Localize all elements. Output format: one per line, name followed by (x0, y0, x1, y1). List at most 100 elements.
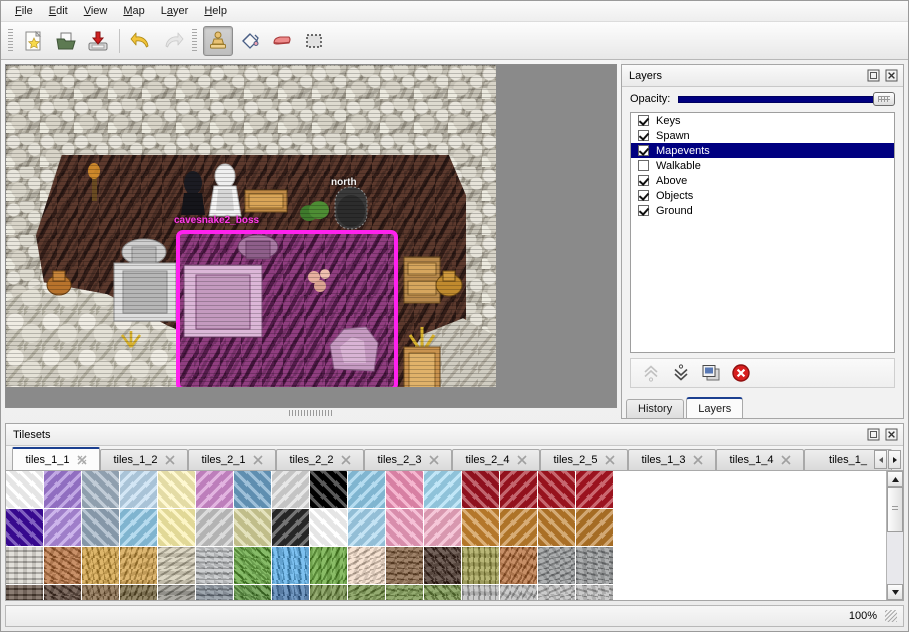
tileset-tile[interactable] (44, 471, 82, 509)
tileset-vertical-scrollbar[interactable] (886, 471, 903, 600)
scrollbar-thumb[interactable] (887, 487, 903, 532)
scroll-tabs-right-button[interactable] (888, 450, 901, 469)
tileset-tile[interactable] (576, 547, 614, 585)
tileset-tile[interactable] (348, 471, 386, 509)
close-tab-icon[interactable] (76, 454, 87, 465)
tileset-tile[interactable] (158, 547, 196, 585)
tileset-tab-tiles_1_5[interactable]: tiles_1_ (804, 449, 892, 470)
tileset-tile[interactable] (6, 509, 44, 547)
tileset-tile[interactable] (120, 509, 158, 547)
tileset-tile[interactable] (348, 547, 386, 585)
tileset-tile[interactable] (82, 509, 120, 547)
tileset-tab-tiles_1_4[interactable]: tiles_1_4 (716, 449, 804, 470)
tileset-tile[interactable] (272, 547, 310, 585)
toolbar-grip[interactable] (7, 28, 14, 53)
layer-visibility-checkbox[interactable] (638, 130, 649, 141)
layer-row-spawn[interactable]: Spawn (631, 128, 894, 143)
tileset-tile[interactable] (462, 585, 500, 600)
tileset-tile[interactable] (538, 585, 576, 600)
layer-row-mapevents[interactable]: Mapevents (631, 143, 894, 158)
tileset-tile[interactable] (462, 509, 500, 547)
close-tab-icon[interactable] (516, 455, 527, 465)
layer-list[interactable]: Keys Spawn Mapevents Walkable (630, 112, 895, 353)
tileset-tile[interactable] (158, 471, 196, 509)
undo-button[interactable] (126, 26, 156, 56)
tileset-tile[interactable] (82, 585, 120, 600)
resize-grip-icon[interactable] (885, 610, 897, 622)
tileset-tile[interactable] (576, 471, 614, 509)
tileset-tile[interactable] (500, 509, 538, 547)
stamp-tool-button[interactable] (203, 25, 233, 56)
layer-visibility-checkbox[interactable] (638, 160, 649, 171)
tileset-tile[interactable] (196, 547, 234, 585)
tileset-tile[interactable] (348, 585, 386, 600)
tileset-tile[interactable] (82, 547, 120, 585)
tileset-tile[interactable] (44, 585, 82, 600)
opacity-slider[interactable] (678, 92, 895, 106)
close-tab-icon[interactable] (604, 455, 615, 465)
menu-file[interactable]: File (15, 4, 33, 17)
tileset-tile[interactable] (538, 471, 576, 509)
tools-toolbar-grip[interactable] (191, 28, 198, 53)
map-canvas[interactable]: cavesnake2_boss north (6, 65, 496, 387)
layer-visibility-checkbox[interactable] (638, 205, 649, 216)
tileset-tile[interactable] (120, 471, 158, 509)
delete-layer-button[interactable] (728, 361, 754, 385)
tileset-tile[interactable] (500, 471, 538, 509)
tileset-tile[interactable] (576, 509, 614, 547)
tileset-tile[interactable] (120, 585, 158, 600)
tileset-tab-tiles_2_5[interactable]: tiles_2_5 (540, 449, 628, 470)
tileset-tile[interactable] (44, 509, 82, 547)
tileset-grid[interactable] (6, 471, 886, 600)
tab-history[interactable]: History (626, 399, 685, 418)
close-tab-icon[interactable] (340, 455, 351, 465)
tileset-tile[interactable] (272, 585, 310, 600)
tileset-tile[interactable] (272, 509, 310, 547)
tileset-tile[interactable] (310, 585, 348, 600)
close-tab-icon[interactable] (692, 455, 703, 465)
tileset-tile[interactable] (234, 509, 272, 547)
tileset-tab-tiles_2_2[interactable]: tiles_2_2 (276, 449, 364, 470)
horizontal-splitter[interactable] (1, 408, 621, 418)
tileset-tile[interactable] (196, 509, 234, 547)
tileset-tile[interactable] (348, 509, 386, 547)
tileset-tile[interactable] (310, 471, 348, 509)
close-tab-icon[interactable] (780, 455, 791, 465)
scrollbar-track[interactable] (887, 487, 903, 584)
eraser-tool-button[interactable] (267, 26, 297, 56)
tileset-tile[interactable] (272, 471, 310, 509)
tileset-tile[interactable] (196, 585, 234, 600)
close-tab-icon[interactable] (164, 455, 175, 465)
map-view[interactable]: cavesnake2_boss north (5, 64, 617, 408)
scroll-up-button[interactable] (887, 471, 903, 487)
close-tab-icon[interactable] (252, 455, 263, 465)
duplicate-layer-button[interactable] (698, 361, 724, 385)
tileset-tile[interactable] (310, 509, 348, 547)
opacity-knob[interactable] (873, 92, 895, 106)
close-icon[interactable] (884, 68, 899, 83)
move-layer-down-button[interactable] (668, 361, 694, 385)
tileset-tile[interactable] (538, 509, 576, 547)
tileset-tab-tiles_2_1[interactable]: tiles_2_1 (188, 449, 276, 470)
layer-row-objects[interactable]: Objects (631, 188, 894, 203)
layer-row-keys[interactable]: Keys (631, 113, 894, 128)
tileset-tile[interactable] (386, 471, 424, 509)
tab-layers[interactable]: Layers (686, 397, 744, 418)
tileset-tile[interactable] (158, 585, 196, 600)
tileset-grid-viewport[interactable] (6, 471, 886, 600)
scroll-tabs-left-button[interactable] (874, 450, 887, 469)
tileset-tile[interactable] (500, 585, 538, 600)
close-tab-icon[interactable] (428, 455, 439, 465)
new-map-button[interactable] (19, 26, 49, 56)
tileset-tile[interactable] (424, 585, 462, 600)
tileset-tile[interactable] (6, 547, 44, 585)
tileset-tile[interactable] (576, 585, 614, 600)
bucket-fill-tool-button[interactable] (235, 26, 265, 56)
tileset-tile[interactable] (386, 585, 424, 600)
tileset-tile[interactable] (462, 471, 500, 509)
rectangle-select-tool-button[interactable] (299, 26, 329, 56)
tileset-tile[interactable] (538, 547, 576, 585)
move-layer-up-button[interactable] (638, 361, 664, 385)
tileset-tile[interactable] (6, 585, 44, 600)
open-map-button[interactable] (51, 26, 81, 56)
